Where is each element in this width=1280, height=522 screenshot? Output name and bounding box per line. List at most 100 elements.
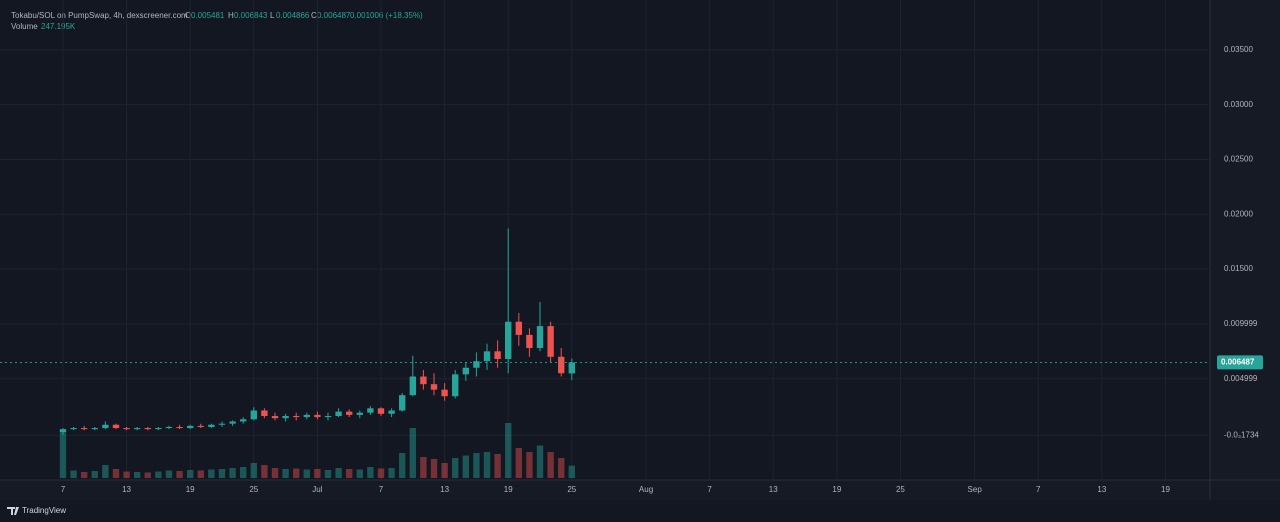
candle-body [324, 415, 332, 418]
volume-bar [547, 452, 554, 478]
volume-bar [112, 469, 120, 478]
volume-bar [346, 469, 353, 478]
plot-area [0, 0, 1210, 480]
candle-body [155, 428, 162, 430]
candle-body [271, 415, 279, 419]
c-label: C [311, 11, 317, 20]
candle-body [367, 408, 374, 413]
volume-bar [229, 468, 236, 478]
volume-bar [356, 469, 363, 478]
volume-bar [165, 470, 173, 478]
x-tick-label: 13 [122, 485, 131, 494]
volume-bar [123, 471, 130, 478]
volume-bar [441, 463, 448, 478]
logo [7, 507, 19, 515]
volume-bar [505, 423, 512, 478]
candle-body [483, 351, 491, 362]
volume-bar [568, 465, 575, 478]
volume-bar [367, 467, 374, 478]
candle-body [473, 361, 480, 368]
candle-body [133, 428, 141, 430]
footer-bar [0, 500, 1280, 522]
volume-label: Volume [11, 22, 38, 31]
x-tick-label: 19 [1161, 485, 1170, 494]
header: Tokabu/SOL on PumpSwap, 4h, dexscreener.… [11, 11, 423, 31]
candle-body [494, 351, 501, 359]
candle-body [462, 367, 469, 375]
volume-bar [293, 468, 300, 478]
candle-body [420, 376, 427, 385]
candle-body [123, 428, 130, 430]
candle-body [197, 425, 204, 427]
candle-body [165, 426, 173, 429]
candle-body [356, 412, 363, 415]
candle-body [558, 356, 565, 374]
candle-body [346, 411, 353, 415]
x-tick-label: Aug [639, 485, 653, 494]
candle-body [314, 414, 321, 418]
y-tick-label: 0.03000 [1224, 100, 1253, 109]
y-tick-label: -0.0₃1734 [1224, 431, 1259, 440]
volume-bar [144, 472, 151, 478]
l-value: 0.004866 [276, 11, 310, 20]
volume-bar [494, 454, 501, 478]
candle-body [547, 326, 554, 357]
candle-body [261, 410, 268, 416]
candle-body [568, 362, 575, 374]
x-tick-label: 19 [504, 485, 513, 494]
change: 0.001006 (+18.35%) [350, 11, 423, 20]
volume-bar [208, 469, 215, 478]
volume-bar [558, 458, 565, 478]
volume-bar [218, 469, 226, 478]
candle-body [187, 425, 194, 429]
candle-body [388, 410, 395, 414]
volume-bar [452, 458, 459, 478]
volume-bar [250, 463, 257, 478]
volume-bar [526, 452, 533, 478]
x-tick-label: Jul [312, 485, 322, 494]
volume-bar [133, 472, 141, 478]
volume-bar [240, 467, 247, 478]
x-tick-label: 19 [186, 485, 195, 494]
x-tick-label: 7 [1036, 485, 1041, 494]
candle-body [377, 408, 385, 414]
candle-body [144, 428, 151, 430]
x-tick-label: 25 [896, 485, 905, 494]
candle-body [70, 428, 77, 430]
candle-body [59, 429, 67, 433]
x-tick-label: Sep [968, 485, 983, 494]
footer-brand: TradingView [22, 506, 66, 515]
last-price-label: 0.006487 [1221, 358, 1255, 367]
candle-body [91, 428, 98, 430]
volume-bar [261, 465, 268, 478]
y-tick-label: 0.009999 [1224, 319, 1258, 328]
x-tick-label: 25 [249, 485, 258, 494]
volume-bar [271, 468, 279, 478]
volume-bar [282, 469, 289, 478]
volume-bar [102, 465, 109, 478]
volume-bar [536, 445, 544, 478]
candle-body [293, 415, 300, 418]
candle-body [335, 411, 342, 416]
x-tick-label: 13 [769, 485, 778, 494]
volume-bar [430, 459, 438, 478]
c-value: 0.006487 [317, 11, 351, 20]
l-label: L [270, 11, 275, 20]
volume-bar [515, 448, 522, 478]
candle-body [80, 428, 88, 430]
o-label: O [185, 11, 191, 20]
volume-bar [91, 471, 98, 478]
candle-body [208, 424, 215, 427]
h-label: H [228, 11, 234, 20]
candle-body [430, 384, 438, 390]
volume-bar [176, 471, 183, 478]
symbol: Tokabu/SOL on PumpSwap, 4h, dexscreener.… [11, 11, 188, 20]
volume-bar [335, 468, 342, 478]
volume-bar [197, 470, 204, 478]
y-tick-label: 0.004999 [1224, 374, 1258, 383]
last-price-box [1217, 355, 1263, 370]
o-value: 0.005481 [191, 11, 225, 20]
candle-body [452, 374, 459, 397]
candle-body [441, 389, 448, 397]
x-tick-label: 19 [832, 485, 841, 494]
